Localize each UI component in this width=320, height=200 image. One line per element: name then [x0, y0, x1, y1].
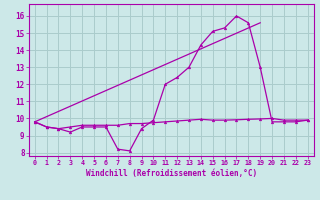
- X-axis label: Windchill (Refroidissement éolien,°C): Windchill (Refroidissement éolien,°C): [86, 169, 257, 178]
